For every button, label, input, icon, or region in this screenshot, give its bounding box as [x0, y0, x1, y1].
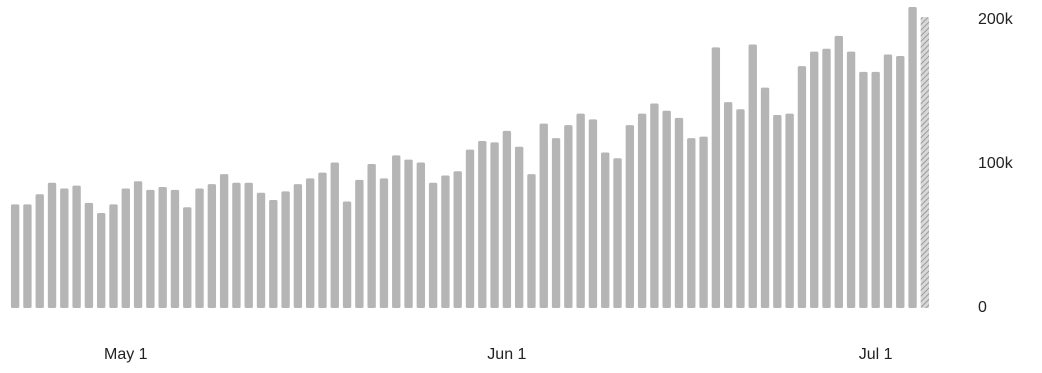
- bar: [736, 109, 745, 308]
- bar: [60, 188, 69, 308]
- bar: [564, 125, 573, 309]
- bar: [613, 158, 622, 308]
- bar: [47, 182, 57, 308]
- bar: [453, 171, 462, 308]
- bar: [84, 202, 94, 308]
- bar: [551, 138, 561, 308]
- bar: [318, 172, 327, 308]
- bar: [72, 185, 81, 308]
- bar: [920, 17, 930, 309]
- bar: [293, 184, 303, 308]
- y-tick-label: 200k: [978, 11, 1014, 28]
- bar: [416, 162, 426, 308]
- bar: [711, 47, 721, 309]
- bar: [195, 188, 204, 308]
- bar: [908, 7, 917, 308]
- bar: [748, 44, 757, 308]
- bar: [269, 200, 278, 308]
- bar: [465, 149, 475, 308]
- bar: [23, 204, 32, 308]
- bar: [527, 174, 536, 308]
- bar: [699, 136, 708, 308]
- bar: [760, 87, 770, 309]
- bar: [773, 115, 782, 308]
- bar: [146, 189, 155, 308]
- bar: [514, 146, 524, 308]
- bar: [170, 189, 180, 308]
- bar: [428, 182, 438, 308]
- bar: [601, 152, 610, 308]
- y-tick-label: 0: [978, 299, 987, 316]
- bar: [306, 178, 315, 308]
- bar: [281, 191, 290, 308]
- bar: [822, 48, 831, 309]
- bar: [637, 113, 647, 308]
- bar: [846, 51, 856, 309]
- bar: [650, 103, 659, 309]
- y-tick-label: 100k: [978, 155, 1014, 172]
- bar: [355, 179, 364, 308]
- bar: [625, 125, 634, 309]
- bar: [183, 207, 192, 308]
- bar: [859, 71, 868, 308]
- bar: [810, 51, 819, 309]
- x-tick-label: Jul 1: [859, 346, 893, 363]
- bar: [588, 119, 598, 308]
- bar: [10, 204, 20, 308]
- bar: [478, 140, 487, 308]
- bar: [342, 201, 352, 308]
- bar: [687, 138, 696, 308]
- bar: [244, 182, 253, 308]
- bar: [662, 110, 671, 308]
- bar: [674, 117, 684, 308]
- bar: [109, 204, 118, 308]
- bar: [207, 184, 217, 308]
- bar: [121, 188, 130, 308]
- bar: [133, 181, 143, 308]
- bar: [232, 182, 241, 308]
- bar: [883, 54, 893, 309]
- bar: [330, 162, 339, 308]
- bar: [490, 142, 499, 308]
- bar: [723, 102, 733, 308]
- bar: [392, 155, 401, 308]
- bar: [441, 175, 450, 308]
- bar: [539, 123, 548, 309]
- bar: [834, 35, 843, 309]
- bar: [896, 56, 905, 308]
- bar: [367, 164, 376, 308]
- bar: [576, 113, 585, 308]
- x-tick-label: May 1: [104, 346, 148, 363]
- x-tick-label: Jun 1: [487, 346, 526, 363]
- bar: [97, 212, 106, 308]
- bar: [379, 178, 389, 308]
- bar: [785, 113, 794, 308]
- bar: [797, 66, 807, 308]
- bar: [404, 159, 413, 308]
- bar: [256, 192, 266, 308]
- bar: [35, 194, 44, 308]
- bar: [871, 71, 880, 308]
- bar: [158, 187, 167, 308]
- bar: [502, 130, 512, 308]
- bar: [219, 174, 229, 308]
